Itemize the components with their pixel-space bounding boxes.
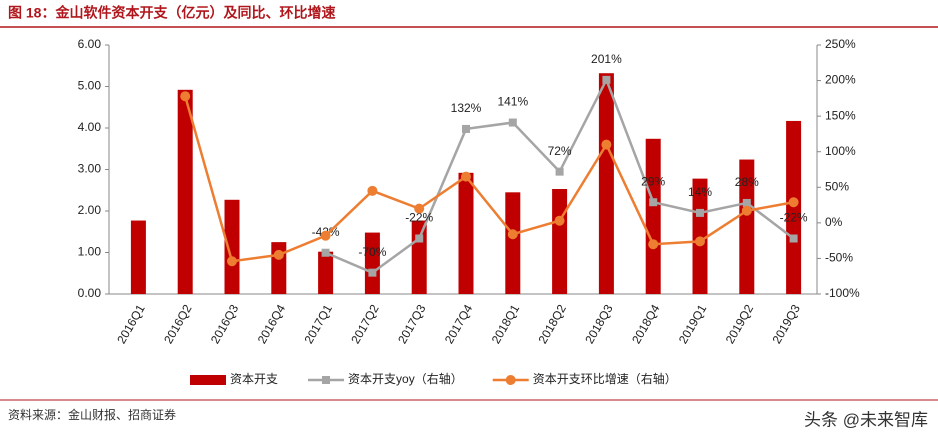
bar (411, 220, 427, 294)
marker (320, 230, 331, 241)
marker (368, 268, 377, 277)
marker (555, 167, 564, 176)
marker (602, 75, 611, 84)
y-tick-label: 0.00 (78, 286, 102, 300)
data-label: 72% (548, 144, 572, 158)
x-tick-label: 2019Q1 (676, 302, 710, 346)
bar (645, 138, 661, 294)
x-tick-label: 2018Q4 (629, 302, 663, 346)
marker (273, 249, 284, 260)
y-tick-label: 2.00 (78, 203, 102, 217)
legend-swatch (190, 375, 226, 385)
bar (458, 172, 474, 294)
bar (224, 199, 240, 294)
legend-label: 资本开支yoy（右轴） (348, 371, 463, 386)
x-tick-label: 2017Q3 (395, 302, 429, 346)
y2-tick-label: 50% (825, 179, 849, 193)
data-label: 14% (688, 185, 712, 199)
y2-tick-label: 100% (825, 144, 856, 158)
data-label: 132% (451, 101, 482, 115)
marker (321, 248, 330, 257)
x-tick-label: 2016Q2 (161, 302, 195, 346)
marker (696, 208, 704, 217)
data-label: -70% (358, 245, 386, 259)
marker (741, 205, 752, 216)
x-tick-label: 2017Q4 (442, 302, 476, 346)
bar (598, 73, 614, 294)
y2-tick-label: 150% (825, 108, 856, 122)
x-tick-label: 2016Q3 (208, 302, 242, 346)
y2-tick-label: 0% (825, 215, 843, 229)
marker (742, 198, 751, 207)
marker (789, 234, 798, 243)
marker (508, 118, 517, 127)
y2-tick-label: -100% (825, 286, 860, 300)
legend-marker (322, 376, 331, 384)
legend-label: 资本开支环比增速（右轴） (533, 371, 677, 386)
data-label: 29% (641, 174, 665, 188)
x-tick-label: 2018Q1 (489, 302, 523, 346)
marker (788, 197, 799, 208)
bar (177, 89, 193, 294)
x-tick-label: 2017Q1 (301, 302, 335, 346)
line (183, 95, 794, 263)
y2-tick-label: 250% (825, 37, 856, 51)
bar (786, 120, 802, 294)
y-tick-label: 4.00 (78, 120, 102, 134)
y-tick-label: 5.00 (78, 79, 102, 93)
bar (692, 178, 708, 294)
bar (318, 251, 334, 294)
x-tick-label: 2019Q3 (769, 302, 803, 346)
bar (364, 232, 380, 294)
y-tick-label: 6.00 (78, 37, 102, 51)
x-tick-label: 2018Q2 (535, 302, 569, 346)
marker (461, 171, 471, 182)
x-tick-label: 2017Q2 (348, 302, 382, 346)
source-note: 资料来源：金山财报、招商证券 (8, 407, 176, 422)
data-label: 201% (591, 52, 622, 66)
bar (130, 220, 146, 294)
y2-tick-label: 200% (825, 73, 856, 87)
data-label: -22% (780, 211, 808, 225)
y-tick-label: 3.00 (78, 162, 102, 176)
bar (505, 192, 521, 294)
marker (648, 239, 659, 250)
y-tick-label: 1.00 (78, 245, 102, 259)
legend-label: 资本开支 (230, 372, 278, 386)
bar (739, 159, 755, 294)
data-label: 141% (497, 95, 528, 109)
marker (601, 139, 612, 150)
y2-tick-label: -50% (825, 251, 853, 265)
marker (554, 215, 565, 226)
data-label: -22% (405, 211, 433, 225)
chart-title: 图 18：金山软件资本开支（亿元）及同比、环比增速 (8, 5, 335, 21)
x-tick-label: 2019Q2 (723, 302, 757, 346)
marker (415, 234, 424, 243)
data-label: 28% (735, 175, 759, 189)
marker (227, 256, 237, 267)
marker (367, 185, 378, 196)
x-tick-label: 2018Q3 (582, 302, 616, 346)
x-tick-label: 2016Q4 (255, 302, 289, 346)
marker (507, 229, 518, 240)
x-tick-label: 2016Q1 (114, 302, 148, 346)
legend-marker (505, 375, 516, 385)
marker (414, 203, 425, 214)
watermark: 头条 @未来智库 (804, 410, 928, 429)
marker (649, 198, 658, 207)
marker (695, 236, 705, 247)
bar (552, 189, 568, 294)
marker (462, 124, 470, 133)
marker (180, 91, 191, 102)
